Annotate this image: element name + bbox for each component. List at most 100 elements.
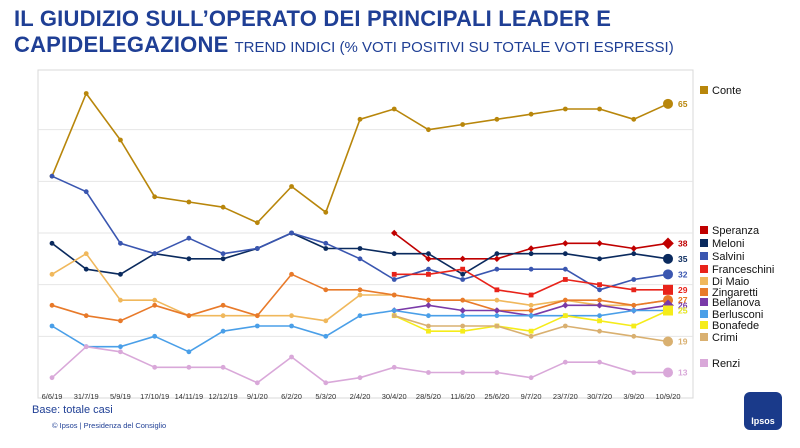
- data-point-franceschini: [631, 287, 637, 293]
- data-point-salvini: [391, 277, 397, 282]
- data-point-conte: [597, 106, 602, 112]
- data-point-franceschini: [460, 266, 466, 272]
- data-point-speranza: [527, 245, 535, 252]
- series-line-meloni: [51, 232, 669, 276]
- data-point-meloni: [186, 256, 192, 262]
- legend-swatch-bellanova: [700, 298, 708, 306]
- data-point-berlusconi: [528, 313, 534, 319]
- data-point-berlusconi: [186, 349, 192, 355]
- data-point-salvini: [83, 189, 89, 195]
- ipsos-logo: Ipsos: [744, 392, 782, 430]
- x-tick-label: 23/7/20: [553, 392, 578, 401]
- data-point-franceschini: [391, 271, 397, 277]
- data-point-crimi: [562, 323, 568, 329]
- data-point-di-maio: [494, 297, 500, 303]
- data-point-conte: [220, 204, 226, 210]
- data-point-zingaretti: [597, 297, 602, 303]
- data-point-salvini: [426, 266, 431, 272]
- data-point-conte: [186, 199, 192, 205]
- legend-swatch-franceschini: [700, 265, 708, 273]
- end-value-renzi: 13: [678, 368, 688, 378]
- data-point-zingaretti: [460, 297, 466, 303]
- title-block: IL GIUDIZIO SULL’OPERATO DEI PRINCIPALI …: [14, 6, 754, 61]
- data-point-zingaretti: [357, 287, 363, 293]
- data-point-franceschini: [597, 282, 602, 288]
- data-point-bellanova: [562, 302, 569, 309]
- data-point-salvini: [254, 246, 260, 251]
- data-point-renzi: [118, 349, 123, 355]
- legend-label-salvini: Salvini: [712, 251, 744, 263]
- data-point-bellanova: [425, 302, 432, 309]
- end-value-speranza: 38: [678, 238, 688, 248]
- data-point-di-maio: [357, 292, 363, 298]
- data-point-conte: [663, 98, 673, 109]
- data-point-conte: [460, 122, 466, 127]
- data-point-crimi: [597, 328, 602, 334]
- data-point-zingaretti: [323, 287, 329, 293]
- legend-label-meloni: Meloni: [712, 238, 744, 250]
- data-point-crimi: [663, 336, 673, 347]
- data-point-bellanova: [662, 299, 674, 312]
- data-point-speranza: [630, 245, 637, 252]
- data-point-berlusconi: [597, 313, 602, 319]
- x-tick-label: 6/6/19: [42, 392, 63, 401]
- end-value-conte: 65: [678, 99, 688, 109]
- data-point-renzi: [83, 344, 89, 350]
- data-point-meloni: [663, 253, 673, 264]
- legend-label-zingaretti: Zingaretti: [712, 287, 758, 299]
- base-note: Base: totale casi: [32, 404, 113, 416]
- x-tick-label: 28/5/20: [416, 392, 441, 401]
- data-point-speranza: [391, 229, 398, 237]
- data-point-crimi: [631, 333, 637, 339]
- data-point-renzi: [323, 380, 329, 386]
- data-point-berlusconi: [254, 323, 260, 329]
- data-point-meloni: [426, 251, 431, 257]
- data-point-salvini: [357, 256, 363, 262]
- chart-title-line2-text: CAPIDELEGAZIONE: [14, 32, 229, 57]
- series-line-conte: [51, 92, 669, 224]
- data-point-meloni: [323, 246, 329, 251]
- x-tick-label: 5/3/20: [315, 392, 336, 401]
- x-tick-label: 3/9/20: [623, 392, 644, 401]
- data-point-meloni: [357, 246, 363, 251]
- data-point-bonafede: [460, 328, 466, 334]
- data-point-zingaretti: [528, 308, 534, 313]
- data-point-di-maio: [83, 251, 89, 257]
- data-point-zingaretti: [562, 297, 568, 303]
- data-point-zingaretti: [152, 302, 158, 308]
- data-point-di-maio: [152, 297, 158, 303]
- x-tick-label: 30/4/20: [382, 392, 407, 401]
- data-point-crimi: [460, 323, 466, 329]
- legend-label-renzi: Renzi: [712, 358, 740, 370]
- end-value-crimi: 19: [678, 337, 688, 347]
- data-point-zingaretti: [118, 318, 123, 324]
- data-point-bonafede: [597, 318, 602, 324]
- data-point-di-maio: [49, 271, 55, 277]
- data-point-renzi: [152, 364, 158, 370]
- data-point-salvini: [663, 269, 673, 280]
- data-point-meloni: [597, 256, 602, 262]
- legend-swatch-speranza: [700, 226, 708, 234]
- data-point-renzi: [49, 375, 55, 381]
- legend-swatch-renzi: [700, 359, 708, 367]
- data-point-berlusconi: [631, 308, 637, 313]
- source-note: © Ipsos | Presidenza del Consiglio: [52, 421, 167, 430]
- data-point-meloni: [528, 251, 534, 257]
- data-point-speranza: [493, 255, 501, 263]
- legend-label-crimi: Crimi: [712, 332, 738, 344]
- data-point-renzi: [663, 367, 673, 378]
- x-tick-label: 9/7/20: [521, 392, 542, 401]
- data-point-di-maio: [220, 313, 226, 319]
- end-value-franceschini: 29: [678, 285, 688, 295]
- end-value-berlusconi: 25: [678, 306, 688, 316]
- chart-title-line1: IL GIUDIZIO SULL’OPERATO DEI PRINCIPALI …: [14, 6, 612, 31]
- x-tick-label: 2/4/20: [350, 392, 371, 401]
- data-point-bellanova: [459, 307, 466, 314]
- legend-swatch-zingaretti: [700, 288, 708, 296]
- data-point-zingaretti: [289, 271, 294, 277]
- data-point-salvini: [460, 277, 466, 282]
- data-point-meloni: [562, 251, 568, 257]
- data-point-conte: [631, 116, 637, 122]
- data-point-berlusconi: [357, 313, 363, 319]
- data-point-zingaretti: [49, 302, 55, 308]
